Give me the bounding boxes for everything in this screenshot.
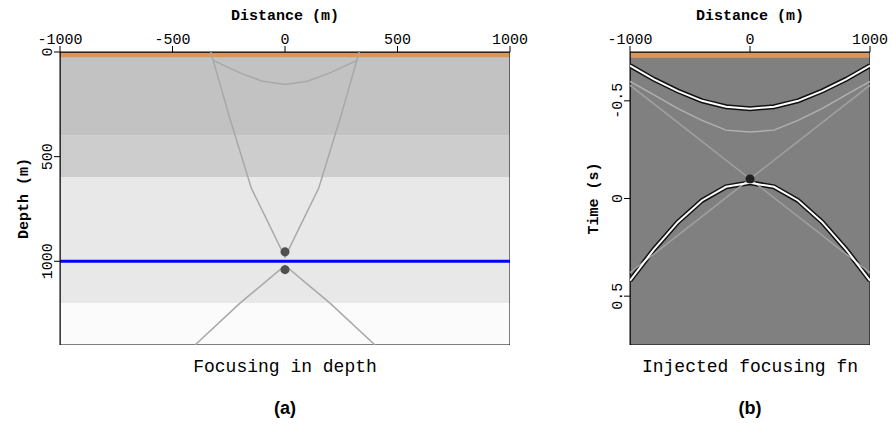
svg-text:0: 0 [745, 32, 754, 49]
svg-text:-500: -500 [154, 32, 190, 49]
svg-text:Focusing in depth: Focusing in depth [193, 357, 377, 377]
svg-text:1000: 1000 [40, 243, 57, 279]
svg-text:1000: 1000 [492, 32, 528, 49]
svg-text:500: 500 [384, 32, 411, 49]
svg-text:(a): (a) [274, 398, 296, 418]
svg-text:-0.5: -0.5 [610, 83, 627, 119]
svg-text:Depth (m): Depth (m) [16, 158, 33, 239]
svg-text:0: 0 [610, 194, 627, 203]
svg-text:Time (s): Time (s) [586, 162, 603, 234]
svg-text:500: 500 [40, 143, 57, 170]
svg-text:(b): (b) [739, 398, 762, 418]
svg-text:-1000: -1000 [37, 32, 82, 49]
svg-text:Distance (m): Distance (m) [696, 8, 804, 25]
svg-text:-1000: -1000 [607, 32, 652, 49]
svg-text:Distance (m): Distance (m) [231, 8, 339, 25]
svg-text:1000: 1000 [852, 32, 888, 49]
svg-text:0: 0 [280, 32, 289, 49]
svg-text:Injected focusing fn: Injected focusing fn [642, 357, 858, 377]
svg-text:0.5: 0.5 [610, 283, 627, 310]
svg-text:0: 0 [40, 47, 57, 56]
